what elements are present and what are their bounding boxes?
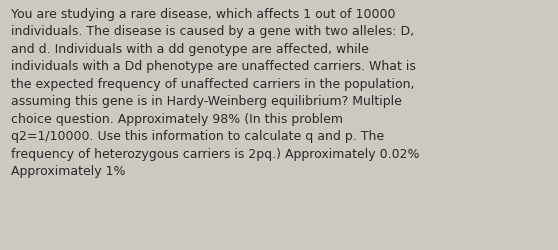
Text: You are studying a rare disease, which affects 1 out of 10000
individuals. The d: You are studying a rare disease, which a…: [11, 8, 420, 177]
